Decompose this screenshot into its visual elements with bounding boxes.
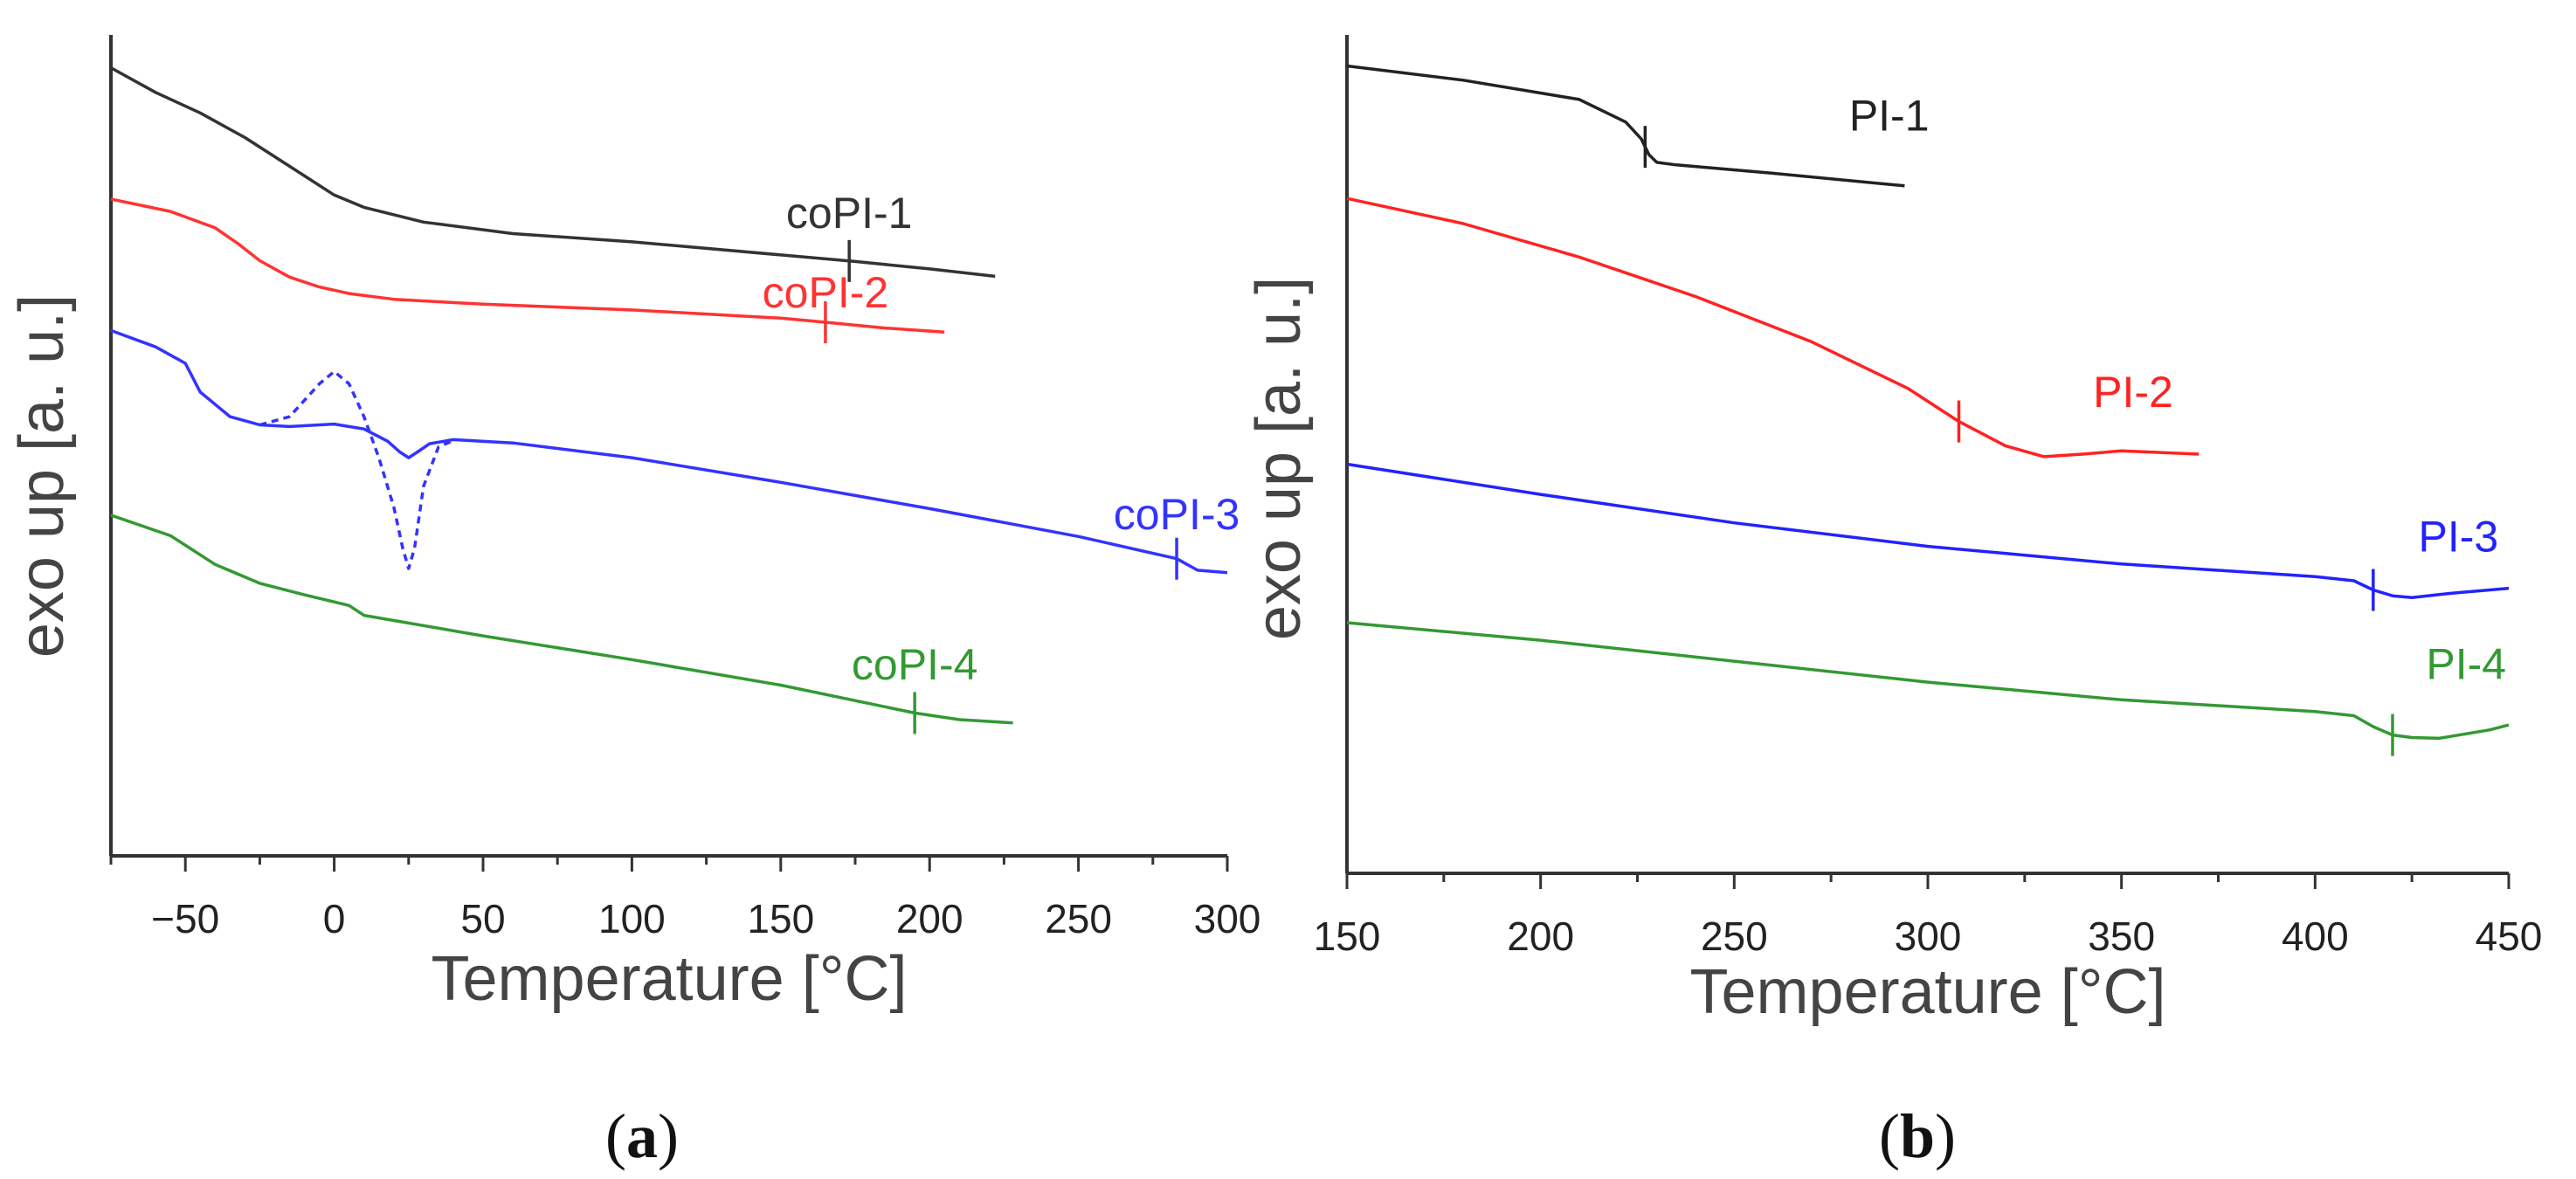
panel-a-tick-label-300: 300 xyxy=(1194,896,1261,941)
series-label-copi-4: coPI-4 xyxy=(852,640,978,689)
panel-a-tick-label-250: 250 xyxy=(1045,896,1112,941)
panel-b-tick-label-450: 450 xyxy=(2476,914,2543,959)
panel-b-tick-label-200: 200 xyxy=(1507,914,1574,959)
panel-a-tick-label-200: 200 xyxy=(896,896,963,941)
series-label-pi-1: PI-1 xyxy=(1849,91,1930,140)
series-label-pi-4: PI-4 xyxy=(2426,639,2506,688)
series-line-copi-3-dashed xyxy=(259,369,454,570)
panel-b-tick-label-250: 250 xyxy=(1701,914,1768,959)
panel-b-caption: (b) xyxy=(1879,1101,1956,1171)
panel-b-y-axis-label: exo up [a. u.] xyxy=(1244,277,1314,640)
series-label-copi-2: coPI-2 xyxy=(763,268,889,317)
panel-a-tick-label-50: 50 xyxy=(460,896,505,941)
series-line-copi-3 xyxy=(110,328,1228,575)
panel-a-x-ticks: −50 0 50 100 150 200 250 300 xyxy=(109,856,1261,941)
series-line-copi-1 xyxy=(110,66,996,279)
panel-b-tick-label-400: 400 xyxy=(2282,914,2349,959)
panel-a-caption: (a) xyxy=(605,1101,679,1171)
panel-b-series: PI-1 PI-2 PI-3 PI-4 xyxy=(1346,64,2510,756)
panel-a-x-axis-label: Temperature [°C] xyxy=(432,944,908,1014)
series-line-pi-2 xyxy=(1346,196,2200,458)
series-line-pi-3 xyxy=(1346,462,2510,599)
panel-a-tick-label-100: 100 xyxy=(598,896,666,941)
panel-a-tick-label-0: 0 xyxy=(323,896,346,941)
panel-b-x-ticks: 150 200 250 300 350 400 450 xyxy=(1314,873,2543,959)
series-label-copi-1: coPI-1 xyxy=(786,189,913,238)
panel-b-tick-label-300: 300 xyxy=(1895,914,1962,959)
series-label-copi-3: coPI-3 xyxy=(1114,490,1240,539)
panel-b-x-axis-label: Temperature [°C] xyxy=(1690,957,2166,1027)
panel-a: −50 0 50 100 150 200 250 300 coPI-1 coPI-2 coPI-3… xyxy=(7,35,1260,1171)
series-label-pi-2: PI-2 xyxy=(2093,368,2173,417)
panel-a-tick-label-50: −50 xyxy=(151,896,219,941)
panel-b-tick-label-150: 150 xyxy=(1314,914,1381,959)
panel-a-series: coPI-1 coPI-2 coPI-3 coPI-4 xyxy=(110,66,1240,734)
panel-b: 150 200 250 300 350 400 450 PI-1 PI-2 PI-3 PI-4 T… xyxy=(1244,35,2542,1171)
series-line-copi-2 xyxy=(110,197,945,334)
series-line-pi-4 xyxy=(1346,621,2510,741)
panel-a-y-axis-label: exo up [a. u.] xyxy=(7,294,77,658)
panel-a-tick-label-150: 150 xyxy=(747,896,814,941)
series-label-pi-3: PI-3 xyxy=(2419,512,2499,561)
panel-b-tick-label-350: 350 xyxy=(2088,914,2155,959)
